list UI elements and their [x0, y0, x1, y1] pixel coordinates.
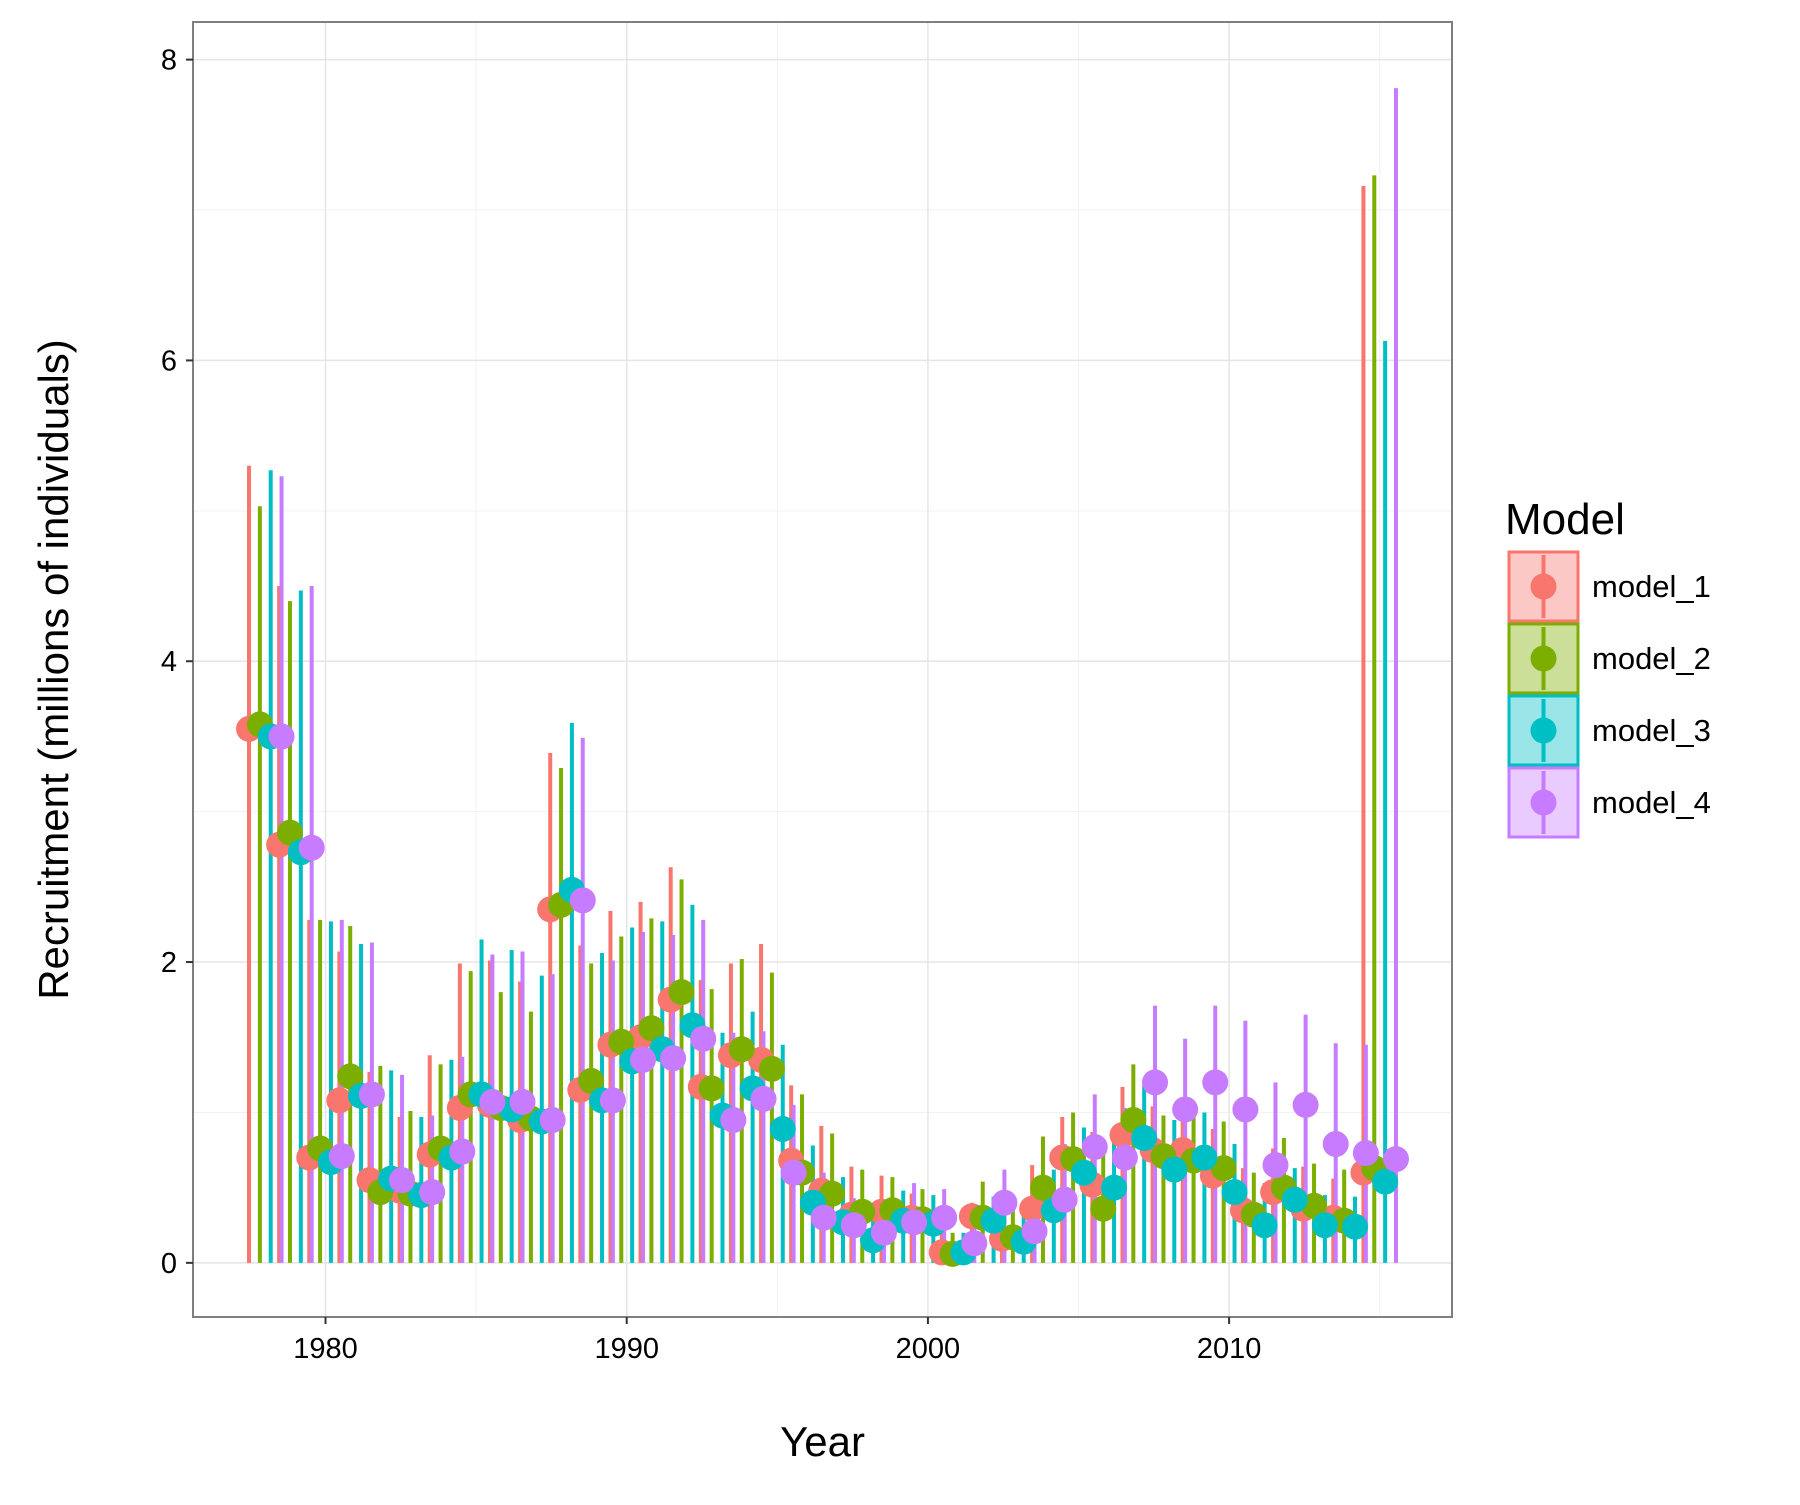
point-model_4	[599, 1087, 626, 1114]
y-tick-label: 2	[161, 947, 177, 979]
legend-key-point	[1530, 645, 1557, 672]
point-model_4	[1081, 1134, 1108, 1161]
point-model_4	[750, 1085, 777, 1112]
point-model_2	[728, 1036, 755, 1063]
point-model_1	[1019, 1195, 1046, 1222]
legend-label: model_2	[1592, 641, 1711, 676]
point-model_4	[358, 1081, 385, 1108]
legend-key-model_1	[1507, 550, 1580, 623]
x-axis-title: Year	[780, 1418, 865, 1465]
legend-key-point	[1530, 789, 1557, 816]
point-model_3	[1342, 1213, 1369, 1240]
point-model_2	[578, 1067, 605, 1094]
x-tick-label: 2000	[896, 1333, 961, 1365]
point-model_4	[961, 1230, 988, 1257]
legend: Model model_1 model_2 model_3 model_4	[1505, 495, 1711, 839]
point-model_4	[1352, 1140, 1379, 1167]
panel-border	[192, 21, 1453, 1318]
point-model_3	[1221, 1179, 1248, 1206]
legend-label: model_4	[1592, 785, 1711, 820]
point-model_4	[629, 1046, 656, 1073]
legend-key-point	[1530, 573, 1557, 600]
point-model_4	[479, 1088, 506, 1115]
legend-label: model_1	[1592, 569, 1711, 604]
point-model_4	[1021, 1218, 1048, 1245]
x-tick-label: 1980	[293, 1333, 358, 1365]
point-model_4	[1172, 1096, 1199, 1123]
point-model_4	[509, 1088, 536, 1115]
point-model_4	[1382, 1146, 1409, 1173]
point-model_2	[1029, 1174, 1056, 1201]
point-model_4	[1202, 1069, 1229, 1096]
point-model_4	[1292, 1091, 1319, 1118]
point-model_4	[539, 1106, 566, 1133]
point-model_1	[326, 1087, 353, 1114]
point-model_4	[569, 887, 596, 914]
points-layer	[236, 711, 1409, 1267]
point-model_4	[1051, 1186, 1078, 1213]
point-model_4	[298, 834, 325, 861]
point-model_3	[1101, 1174, 1128, 1201]
point-model_4	[780, 1159, 807, 1186]
point-model_3	[1131, 1125, 1158, 1152]
point-model_3	[1191, 1144, 1218, 1171]
point-model_4	[840, 1212, 867, 1239]
point-model_2	[276, 819, 303, 846]
point-model_2	[758, 1055, 785, 1082]
point-model_4	[1142, 1069, 1169, 1096]
point-model_2	[698, 1075, 725, 1102]
point-model_4	[901, 1209, 928, 1236]
point-model_4	[1322, 1131, 1349, 1158]
point-model_4	[991, 1189, 1018, 1216]
point-model_4	[1111, 1144, 1138, 1171]
legend-key-model_4	[1507, 766, 1580, 839]
point-model_2	[668, 979, 695, 1006]
legend-label: model_3	[1592, 713, 1711, 748]
point-model_3	[1251, 1212, 1278, 1239]
point-model_3	[1372, 1168, 1399, 1195]
x-tick-label: 2010	[1197, 1333, 1262, 1365]
point-model_2	[638, 1015, 665, 1042]
point-model_2	[608, 1028, 635, 1055]
y-tick-label: 6	[161, 345, 177, 377]
grid-layer	[193, 22, 1452, 1317]
point-model_4	[1262, 1152, 1289, 1179]
point-model_2	[819, 1180, 846, 1207]
point-model_4	[720, 1106, 747, 1133]
point-model_2	[337, 1063, 364, 1090]
point-model_4	[660, 1045, 687, 1072]
point-model_2	[1210, 1155, 1237, 1182]
legend-key-model_3	[1507, 694, 1580, 767]
legend-title: Model	[1505, 495, 1625, 544]
point-model_2	[1090, 1195, 1117, 1222]
y-tick-label: 0	[161, 1248, 177, 1280]
axes-layer: 1980 1990 2000 2010 0 2 4 6 8	[161, 45, 1262, 1365]
legend-key-point	[1530, 717, 1557, 744]
point-model_4	[810, 1204, 837, 1231]
y-tick-label: 8	[161, 45, 177, 77]
y-axis-title: Recruitment (millions of individuals)	[30, 339, 77, 1000]
point-model_3	[1311, 1212, 1338, 1239]
point-model_4	[1232, 1096, 1259, 1123]
y-tick-label: 4	[161, 646, 177, 678]
point-model_4	[690, 1025, 717, 1052]
point-model_3	[1070, 1159, 1097, 1186]
point-model_3	[1161, 1156, 1188, 1183]
legend-items: model_1 model_2 model_3 model_4	[1507, 550, 1711, 839]
point-model_4	[870, 1219, 897, 1246]
point-model_4	[419, 1179, 446, 1206]
point-model_4	[389, 1167, 416, 1194]
point-model_3	[769, 1115, 796, 1142]
point-model_4	[328, 1143, 355, 1170]
x-tick-label: 1990	[594, 1333, 659, 1365]
point-model_4	[931, 1204, 958, 1231]
point-model_3	[1281, 1186, 1308, 1213]
point-model_4	[268, 723, 295, 750]
point-model_4	[449, 1138, 476, 1165]
legend-key-model_2	[1507, 622, 1580, 695]
